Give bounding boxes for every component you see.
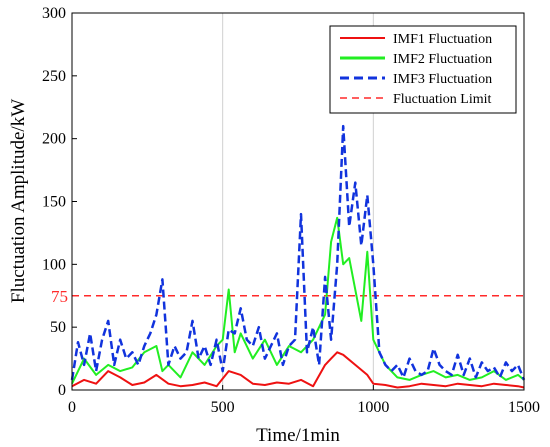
series-line-imf2 xyxy=(71,216,525,385)
legend-label-imf3: IMF3 Fluctuation xyxy=(393,72,492,87)
legend-box xyxy=(329,25,517,114)
legend: IMF1 Fluctuation IMF2 Fluctuation IMF3 F… xyxy=(329,25,517,114)
y-axis-title: Fluctuation Amplitude/kW xyxy=(8,99,29,303)
legend-label-limit: Fluctuation Limit xyxy=(393,92,491,107)
x-tick-label: 1000 xyxy=(357,399,389,416)
legend-label-imf2: IMF2 Fluctuation xyxy=(393,52,492,67)
x-tick-label: 500 xyxy=(211,399,235,416)
series-line-imf1 xyxy=(71,351,525,389)
y-tick-label: 250 xyxy=(42,68,66,85)
x-axis-title: Time/1min xyxy=(256,425,340,446)
limit-value-label: 75 xyxy=(51,287,68,306)
legend-label-imf1: IMF1 Fluctuation xyxy=(393,32,492,47)
series-lines xyxy=(70,124,526,389)
y-tick-label: 50 xyxy=(50,319,66,336)
x-tick-label: 0 xyxy=(68,399,76,416)
y-tick-label: 200 xyxy=(42,131,66,148)
y-tick-label: 300 xyxy=(42,5,66,22)
y-tick-label: 0 xyxy=(58,382,66,399)
y-tick-label: 150 xyxy=(42,194,66,211)
y-tick-label: 100 xyxy=(42,256,66,273)
x-tick-label: 1500 xyxy=(508,399,540,416)
series-line-imf3 xyxy=(70,124,526,381)
axis-ticks: 0 500 1000 1500 0 50 100 150 200 250 300 xyxy=(42,5,540,416)
